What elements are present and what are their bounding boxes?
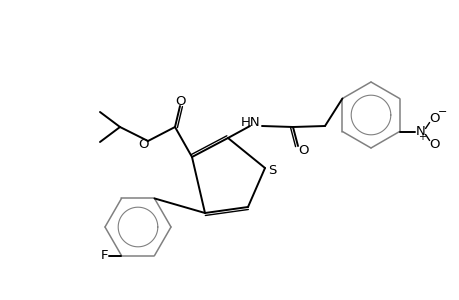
Text: O: O [428, 138, 439, 151]
Text: +: + [417, 131, 425, 142]
Text: S: S [267, 164, 275, 176]
Text: O: O [139, 139, 149, 152]
Text: HN: HN [241, 116, 260, 130]
Text: N: N [415, 125, 425, 138]
Text: O: O [175, 94, 186, 107]
Text: −: − [437, 107, 446, 118]
Text: O: O [428, 112, 439, 125]
Text: F: F [101, 249, 108, 262]
Text: O: O [298, 143, 308, 157]
